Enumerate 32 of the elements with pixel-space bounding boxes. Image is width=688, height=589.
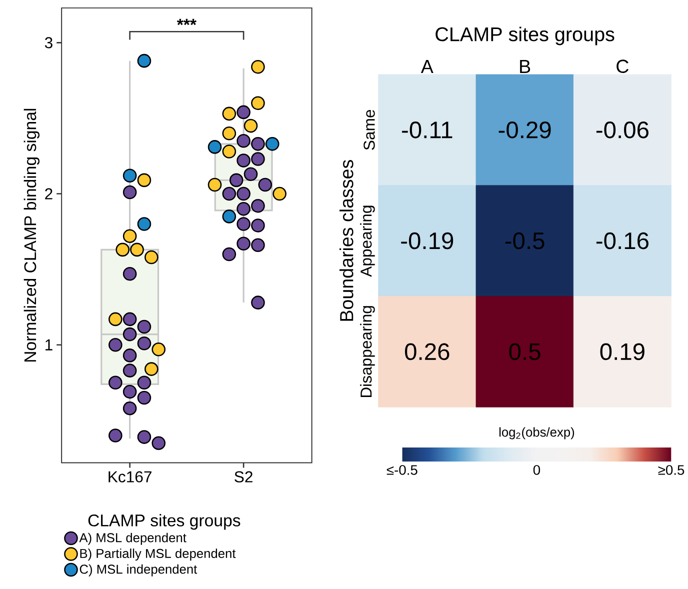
annotation: *** [176, 18, 196, 26]
x-tick-label: C [616, 60, 629, 74]
legend-label: B) Partially MSL dependent [80, 548, 236, 561]
y-tick-label: Same [364, 110, 375, 150]
x-tick-label: B [520, 60, 530, 74]
color-bar-label: ≤-0.5 [386, 465, 418, 475]
legend-label: A) MSL dependent [79, 532, 186, 545]
y-axis-title: Normalized CLAMP binding signal [24, 109, 40, 362]
data-label: -0.19 [401, 232, 454, 250]
color-bar-label: 0 [533, 465, 540, 475]
legend-label: C) MSL independent [80, 564, 198, 576]
y-tick-label: 2 [45, 188, 52, 200]
data-label: 0.5 [509, 343, 540, 360]
data-label: -0.11 [402, 122, 452, 138]
data-label: -0.06 [596, 122, 648, 138]
y-axis-title: Boundaries classes [339, 160, 354, 321]
y-tick-label: Disappearing [360, 306, 375, 398]
data-label: -0.16 [596, 232, 648, 250]
data-label: -0.29 [498, 122, 551, 138]
color-bar-title: log$_{2}$(obs/exp) [499, 427, 574, 440]
chart-title: CLAMP sites groups [436, 26, 614, 46]
x-tick-label: Kc167 [108, 471, 152, 482]
y-tick-label: 1 [46, 340, 52, 350]
x-tick-label: A [420, 60, 434, 74]
y-tick-label: 3 [44, 37, 52, 48]
color-bar-label: ≥0.5 [658, 465, 684, 475]
x-tick-label: S2 [234, 471, 252, 482]
y-tick-label: Appearing [360, 206, 375, 277]
data-label: 0.19 [600, 343, 644, 360]
data-label: -0.5 [505, 232, 544, 250]
legend-title: CLAMP sites groups [88, 514, 240, 530]
data-label: 0.26 [404, 343, 450, 360]
